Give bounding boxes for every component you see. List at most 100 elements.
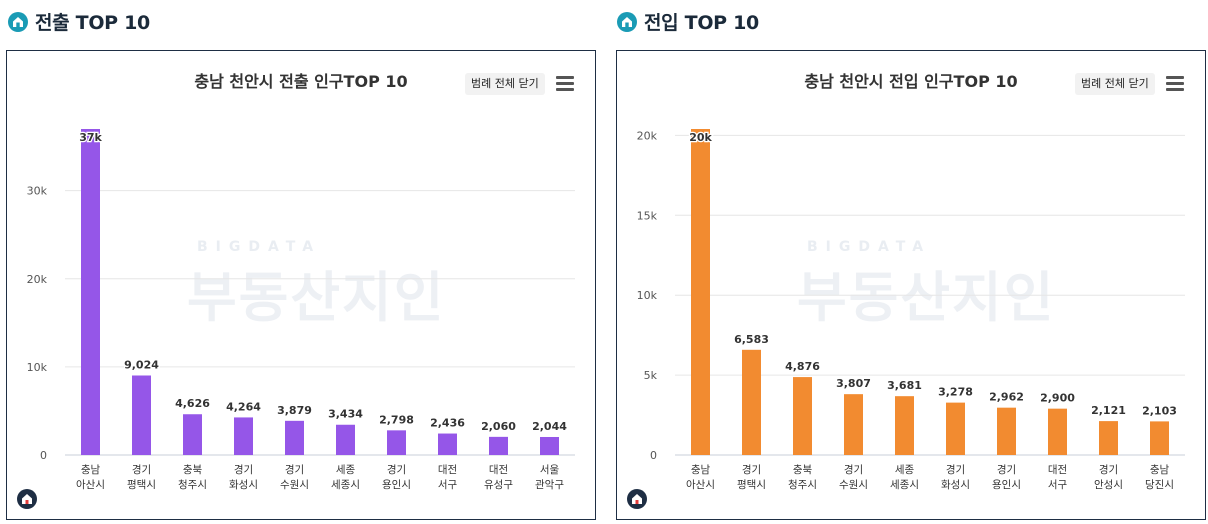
x-tick-label: 안성시 bbox=[1094, 479, 1123, 491]
x-tick-label: 청주시 bbox=[788, 479, 817, 491]
y-tick-label: 10k bbox=[637, 289, 658, 302]
x-tick-label: 경기 bbox=[285, 463, 304, 476]
bar[interactable] bbox=[895, 396, 914, 455]
x-tick-label: 관악구 bbox=[535, 479, 564, 491]
x-tick-label: 충남 bbox=[691, 464, 711, 476]
chart-title: 충남 천안시 전출 인구TOP 10 bbox=[194, 72, 408, 91]
hamburger-menu-icon[interactable] bbox=[556, 76, 574, 92]
x-tick-label: 서울 bbox=[540, 464, 560, 476]
x-tick-label: 경기 bbox=[1099, 463, 1118, 476]
data-label: 3,278 bbox=[938, 386, 973, 399]
legend-close-all-button[interactable]: 범례 전체 닫기 bbox=[1075, 73, 1155, 95]
x-tick-label: 서구 bbox=[438, 479, 458, 491]
x-tick-label: 세종시 bbox=[331, 479, 360, 491]
y-tick-label: 5k bbox=[644, 369, 658, 382]
data-label: 4,626 bbox=[175, 397, 210, 410]
x-tick-label: 유성구 bbox=[484, 479, 513, 491]
data-label: 2,060 bbox=[481, 420, 516, 433]
data-label: 4,876 bbox=[785, 360, 820, 373]
x-tick-label: 대전 bbox=[1048, 464, 1067, 476]
data-label: 2,900 bbox=[1040, 392, 1075, 405]
bar[interactable] bbox=[336, 424, 355, 455]
x-tick-label: 경기 bbox=[387, 463, 406, 476]
bar[interactable] bbox=[1099, 421, 1118, 455]
hamburger-menu-icon[interactable] bbox=[1166, 76, 1184, 92]
bar[interactable] bbox=[438, 433, 457, 455]
x-tick-label: 경기 bbox=[742, 463, 761, 476]
x-tick-label: 용인시 bbox=[382, 479, 411, 491]
x-tick-label: 청주시 bbox=[178, 479, 207, 491]
data-label: 2,103 bbox=[1142, 404, 1177, 417]
outflow-title: 전출 TOP 10 bbox=[35, 12, 150, 34]
y-tick-label: 20k bbox=[637, 129, 658, 142]
legend-close-all-button[interactable]: 범례 전체 닫기 bbox=[465, 73, 545, 95]
bar[interactable] bbox=[387, 430, 406, 455]
x-tick-label: 경기 bbox=[132, 463, 151, 476]
x-tick-label: 세종 bbox=[895, 464, 915, 476]
data-label: 2,436 bbox=[430, 417, 465, 430]
x-tick-label: 대전 bbox=[489, 464, 508, 476]
brand-logo-icon bbox=[627, 489, 647, 509]
x-tick-label: 화성시 bbox=[941, 479, 970, 491]
inflow-heading: 전입 TOP 10 bbox=[617, 8, 759, 35]
chart-title: 충남 천안시 전입 인구TOP 10 bbox=[804, 72, 1018, 91]
brand-logo-icon bbox=[17, 489, 37, 509]
x-tick-label: 평택시 bbox=[127, 479, 156, 491]
data-label: 6,583 bbox=[734, 333, 769, 346]
bar[interactable] bbox=[793, 377, 812, 455]
bar[interactable] bbox=[1048, 408, 1067, 455]
bar[interactable] bbox=[742, 349, 761, 455]
x-tick-label: 당진시 bbox=[1145, 479, 1174, 491]
bar[interactable] bbox=[691, 129, 710, 455]
x-tick-label: 충북 bbox=[183, 464, 203, 476]
x-tick-label: 수원시 bbox=[280, 479, 309, 491]
x-tick-label: 화성시 bbox=[229, 479, 258, 491]
x-tick-label: 세종 bbox=[336, 464, 356, 476]
x-tick-label: 평택시 bbox=[737, 479, 766, 491]
y-tick-label: 20k bbox=[27, 273, 48, 286]
x-tick-label: 대전 bbox=[438, 464, 457, 476]
data-label: 2,044 bbox=[532, 420, 567, 433]
bar[interactable] bbox=[540, 436, 559, 455]
bar[interactable] bbox=[1150, 421, 1169, 455]
data-label: 3,434 bbox=[328, 408, 363, 421]
data-label: 9,024 bbox=[124, 358, 159, 371]
data-label: 37k bbox=[79, 131, 102, 144]
home-icon bbox=[8, 11, 28, 32]
x-tick-label: 수원시 bbox=[839, 479, 868, 491]
inflow-chart-panel: BIGDATA 부동산지인 0 5k 10k 15k 20k 20k 충남 아산시 6,583 경… bbox=[616, 50, 1206, 520]
bar[interactable] bbox=[183, 414, 202, 455]
bar[interactable] bbox=[285, 420, 304, 455]
x-tick-label: 서구 bbox=[1048, 479, 1068, 491]
outflow-heading: 전출 TOP 10 bbox=[8, 8, 150, 35]
x-tick-label: 경기 bbox=[844, 463, 863, 476]
y-tick-label: 15k bbox=[637, 209, 658, 222]
x-tick-label: 충북 bbox=[793, 464, 813, 476]
data-label: 3,879 bbox=[277, 404, 312, 417]
x-tick-label: 경기 bbox=[997, 463, 1016, 476]
x-tick-label: 경기 bbox=[234, 463, 253, 476]
y-tick-label: 30k bbox=[27, 185, 48, 198]
bar[interactable] bbox=[489, 436, 508, 455]
bar[interactable] bbox=[844, 394, 863, 455]
bar[interactable] bbox=[132, 375, 151, 455]
bar[interactable] bbox=[81, 129, 100, 455]
data-label: 3,681 bbox=[887, 379, 922, 392]
x-tick-label: 충남 bbox=[81, 464, 101, 476]
data-label: 2,962 bbox=[989, 391, 1024, 404]
x-tick-label: 충남 bbox=[1150, 464, 1170, 476]
bar[interactable] bbox=[997, 407, 1016, 455]
x-tick-label: 아산시 bbox=[76, 479, 105, 491]
inflow-title: 전입 TOP 10 bbox=[644, 12, 759, 34]
x-tick-label: 아산시 bbox=[686, 479, 715, 491]
home-icon bbox=[617, 11, 637, 32]
y-tick-label: 10k bbox=[27, 361, 48, 374]
y-tick-label: 0 bbox=[650, 449, 657, 462]
bar[interactable] bbox=[234, 417, 253, 455]
x-tick-label: 세종시 bbox=[890, 479, 919, 491]
bar[interactable] bbox=[946, 402, 965, 455]
outflow-chart-panel: BIGDATA 부동산지인 0 10k 20k 30k 37k 충남 아산시 9,024 경기 평… bbox=[6, 50, 596, 520]
data-label: 4,264 bbox=[226, 400, 261, 413]
